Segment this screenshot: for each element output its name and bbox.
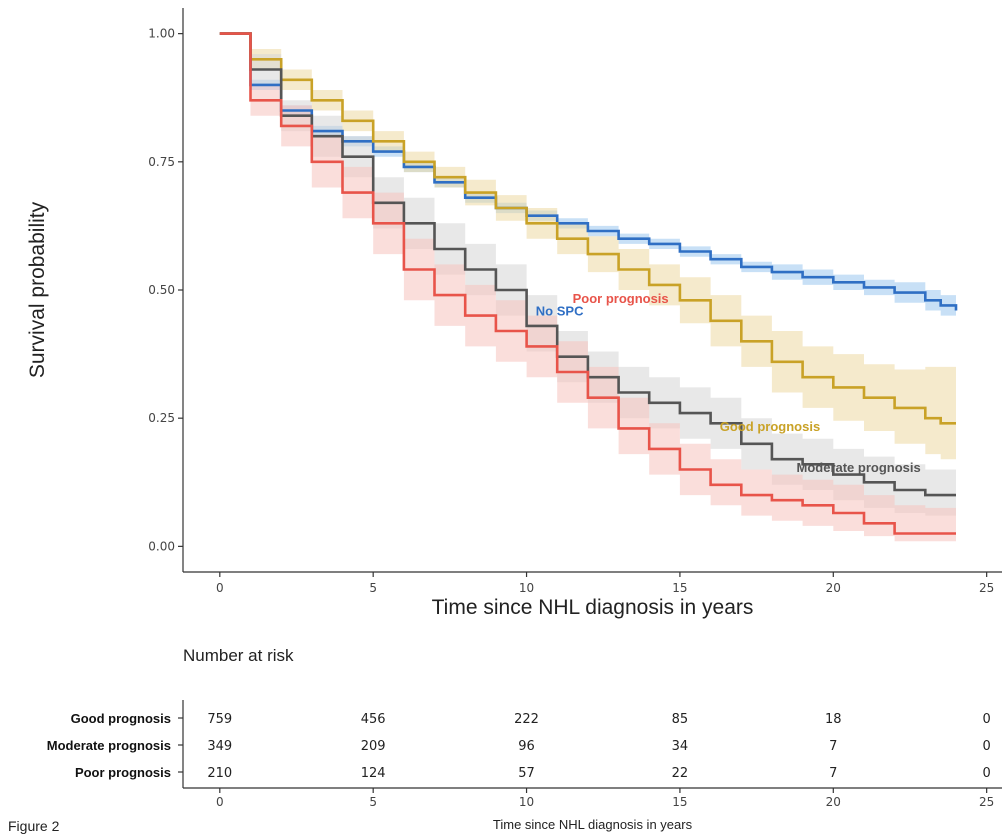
x-tick-label: 25 (979, 581, 994, 595)
risk-cell: 0 (983, 712, 991, 727)
risk-row-label: Poor prognosis (75, 765, 171, 780)
number-at-risk-table: Number at risk Good prognosis 759 456 222 85… (47, 646, 1002, 832)
risk-cell: 85 (672, 712, 689, 727)
risk-x-tick-label: 5 (369, 795, 377, 809)
risk-row-label: Moderate prognosis (47, 738, 171, 753)
label-no-spc: No SPC (536, 304, 584, 319)
risk-cell: 210 (207, 766, 232, 781)
risk-cell: 96 (518, 739, 535, 754)
risk-cell: 7 (829, 739, 837, 754)
label-moderate-prognosis: Moderate prognosis (797, 460, 921, 475)
curve-good-prognosis (219, 32, 956, 425)
risk-table-title: Number at risk (183, 646, 294, 665)
risk-cell: 18 (825, 712, 842, 727)
risk-cell: 456 (361, 712, 386, 727)
risk-table-rows: Good prognosis 759 456 222 85 18 0 Moderate pro… (47, 711, 991, 781)
x-tick-label: 10 (519, 581, 534, 595)
y-tick-label: 1.00 (148, 27, 175, 41)
curve-moderate-prognosis (219, 32, 956, 497)
risk-x-tick-label: 0 (216, 795, 224, 809)
risk-x-axis-ticks: 0 5 10 15 20 25 (216, 788, 994, 809)
risk-cell: 0 (983, 739, 991, 754)
risk-x-tick-label: 20 (826, 795, 841, 809)
risk-cell: 7 (829, 766, 837, 781)
y-tick-label: 0.50 (148, 283, 175, 297)
risk-cell: 34 (672, 739, 689, 754)
x-axis-title: Time since NHL diagnosis in years (432, 596, 754, 619)
x-tick-label: 5 (369, 581, 377, 595)
risk-cell: 22 (672, 766, 689, 781)
curve-no-spc (219, 32, 958, 311)
risk-cell: 124 (361, 766, 386, 781)
risk-cell: 222 (514, 712, 539, 727)
band-no-spc (219, 33, 957, 321)
risk-cell: 57 (518, 766, 535, 781)
y-axis-ticks: 0.00 0.25 0.50 0.75 1.00 (148, 27, 183, 553)
label-poor-prognosis: Poor prognosis (573, 291, 669, 306)
y-tick-label: 0.00 (148, 539, 175, 553)
y-tick-label: 0.25 (148, 411, 175, 425)
risk-cell: 349 (207, 739, 232, 754)
risk-row-label: Good prognosis (71, 711, 171, 726)
figure-caption: Figure 2 (8, 818, 60, 834)
x-tick-label: 0 (216, 581, 224, 595)
risk-x-tick-label: 10 (519, 795, 534, 809)
risk-cell: 209 (361, 739, 386, 754)
curve-poor-prognosis (219, 32, 956, 535)
band-moderate-prognosis (219, 33, 957, 516)
risk-cell: 0 (983, 766, 991, 781)
risk-x-tick-label: 25 (979, 795, 994, 809)
x-tick-label: 15 (672, 581, 687, 595)
label-good-prognosis: Good prognosis (720, 419, 820, 434)
risk-x-axis-title: Time since NHL diagnosis in years (493, 817, 693, 832)
x-tick-label: 20 (826, 581, 841, 595)
y-tick-label: 0.75 (148, 155, 175, 169)
risk-x-tick-label: 15 (672, 795, 687, 809)
survival-plot: No SPC Good prognosis Moderate prognosis Po… (26, 8, 1002, 619)
x-axis-ticks: 0 5 10 15 20 25 (216, 572, 994, 595)
curve-labels: No SPC Good prognosis Moderate prognosis Po… (536, 291, 921, 475)
risk-cell: 759 (207, 712, 232, 727)
y-axis-title: Survival probability (26, 201, 49, 378)
survival-curves (219, 32, 958, 535)
